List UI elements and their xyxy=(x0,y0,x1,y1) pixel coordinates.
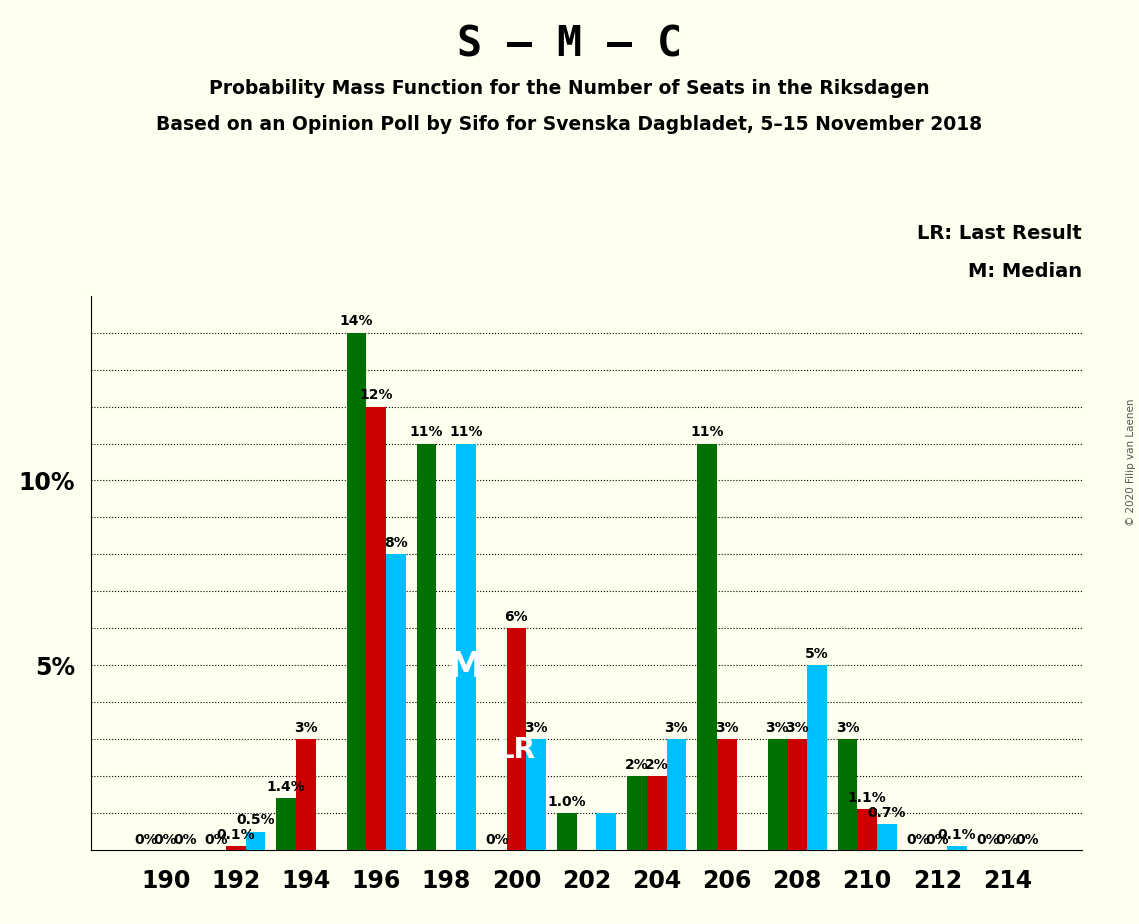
Bar xyxy=(838,739,858,850)
Text: M: M xyxy=(448,650,484,684)
Text: 12%: 12% xyxy=(360,388,393,402)
Text: 0%: 0% xyxy=(134,833,158,847)
Bar xyxy=(456,444,476,850)
Text: 3%: 3% xyxy=(715,721,739,735)
Text: 1.1%: 1.1% xyxy=(847,791,886,805)
Text: 3%: 3% xyxy=(664,721,688,735)
Text: 11%: 11% xyxy=(449,425,483,439)
Text: M: Median: M: Median xyxy=(968,262,1082,282)
Bar xyxy=(948,846,967,850)
Text: 0%: 0% xyxy=(995,833,1019,847)
Bar xyxy=(557,813,576,850)
Bar xyxy=(296,739,316,850)
Text: 3%: 3% xyxy=(294,721,318,735)
Text: 5%: 5% xyxy=(805,647,828,661)
Text: 0%: 0% xyxy=(926,833,949,847)
Bar xyxy=(367,407,386,850)
Bar xyxy=(417,444,436,850)
Text: 3%: 3% xyxy=(765,721,789,735)
Bar xyxy=(768,739,787,850)
Text: 6%: 6% xyxy=(505,610,528,624)
Bar xyxy=(806,665,827,850)
Bar xyxy=(697,444,718,850)
Text: LR: Last Result: LR: Last Result xyxy=(917,224,1082,243)
Bar xyxy=(597,813,616,850)
Text: 1.4%: 1.4% xyxy=(267,780,305,794)
Text: 0%: 0% xyxy=(1015,833,1039,847)
Bar xyxy=(666,739,686,850)
Text: 0.1%: 0.1% xyxy=(216,828,255,842)
Bar xyxy=(628,776,647,850)
Bar xyxy=(877,824,896,850)
Text: 0%: 0% xyxy=(204,833,228,847)
Text: 11%: 11% xyxy=(410,425,443,439)
Text: 2%: 2% xyxy=(645,758,669,772)
Text: 1.0%: 1.0% xyxy=(548,795,587,808)
Text: 0.1%: 0.1% xyxy=(937,828,976,842)
Text: 0.5%: 0.5% xyxy=(236,813,274,827)
Text: 11%: 11% xyxy=(690,425,724,439)
Bar xyxy=(787,739,806,850)
Text: 0%: 0% xyxy=(485,833,509,847)
Text: © 2020 Filip van Laenen: © 2020 Filip van Laenen xyxy=(1126,398,1136,526)
Text: Based on an Opinion Poll by Sifo for Svenska Dagbladet, 5–15 November 2018: Based on an Opinion Poll by Sifo for Sve… xyxy=(156,116,983,135)
Text: 3%: 3% xyxy=(836,721,860,735)
Text: Probability Mass Function for the Number of Seats in the Riksdagen: Probability Mass Function for the Number… xyxy=(210,79,929,98)
Text: 14%: 14% xyxy=(339,314,374,328)
Text: 8%: 8% xyxy=(384,536,408,550)
Text: 0%: 0% xyxy=(906,833,929,847)
Text: S – M – C: S – M – C xyxy=(457,23,682,65)
Bar xyxy=(346,333,367,850)
Bar xyxy=(647,776,666,850)
Text: 0%: 0% xyxy=(154,833,178,847)
Text: 0%: 0% xyxy=(173,833,197,847)
Bar xyxy=(277,798,296,850)
Bar xyxy=(226,846,246,850)
Bar xyxy=(858,809,877,850)
Text: LR: LR xyxy=(497,736,536,764)
Bar xyxy=(386,554,405,850)
Bar xyxy=(246,832,265,850)
Text: 0.7%: 0.7% xyxy=(868,806,907,820)
Text: 3%: 3% xyxy=(785,721,809,735)
Text: 2%: 2% xyxy=(625,758,649,772)
Text: 3%: 3% xyxy=(524,721,548,735)
Bar xyxy=(718,739,737,850)
Bar xyxy=(507,628,526,850)
Text: 0%: 0% xyxy=(976,833,1000,847)
Bar xyxy=(526,739,546,850)
